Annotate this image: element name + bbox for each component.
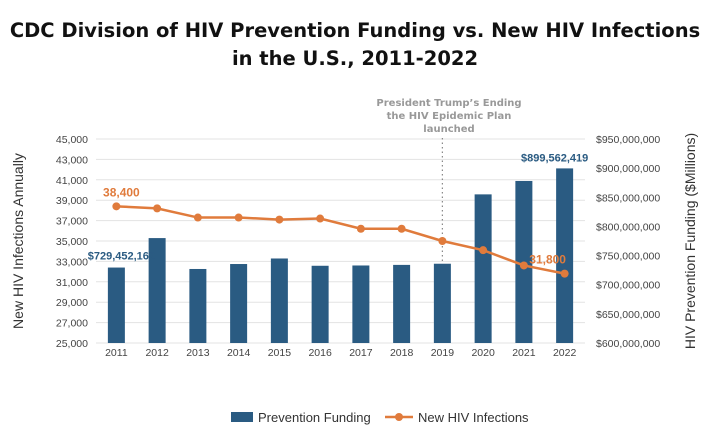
left-tick-label: 27,000: [56, 318, 88, 330]
x-tick-label: 2018: [390, 347, 414, 359]
left-axis-ticks: 25,000 27,000 29,000 31,000 33,000 35,000 37,0…: [56, 134, 88, 350]
left-tick-label: 31,000: [56, 277, 88, 289]
bar-2011: [107, 267, 125, 343]
annotation: President Trump’s Ending the HIV Epidemi…: [376, 98, 522, 343]
point-2011: [112, 202, 121, 211]
line-series: [112, 202, 569, 278]
bar-2014: [230, 264, 248, 343]
x-tick-label: 2013: [186, 347, 210, 359]
x-tick-label: 2011: [105, 347, 128, 359]
right-tick-label: $800,000,000: [596, 221, 660, 233]
chart-title-line-1: CDC Division of HIV Prevention Funding v…: [10, 19, 700, 42]
infections-line: [116, 205, 565, 275]
right-tick-label: $750,000,000: [596, 251, 660, 263]
point-2021: [519, 261, 528, 270]
right-tick-label: $700,000,000: [596, 280, 660, 292]
x-tick-label: 2022: [553, 347, 577, 359]
bar-2020: [474, 194, 492, 343]
right-tick-label: $600,000,000: [596, 338, 660, 350]
left-tick-label: 39,000: [56, 195, 88, 207]
point-2013: [193, 213, 202, 222]
bar-2013: [189, 268, 207, 343]
bar-series: [107, 168, 574, 343]
left-tick-label: 33,000: [56, 256, 88, 268]
x-tick-label: 2021: [512, 347, 536, 359]
bar-first-label: $729,452,162: [88, 251, 155, 263]
bar-2017: [352, 265, 370, 343]
annotation-line-1: President Trump’s Ending: [376, 98, 521, 109]
point-2015: [275, 215, 284, 224]
x-tick-label: 2015: [268, 347, 292, 359]
gridlines: [96, 138, 585, 344]
legend: Prevention Funding New HIV Infections: [231, 410, 529, 425]
data-labels: $729,452,162 $899,562,419 38,400 31,800: [88, 152, 589, 266]
x-tick-label: 2019: [431, 347, 455, 359]
left-tick-label: 41,000: [56, 175, 88, 187]
x-axis-ticks: 2011 2012 2013 2014 2015 2016 2017 2018 2019 2020…: [105, 347, 576, 359]
left-axis-label: New HIV Infections Annually: [10, 153, 26, 329]
right-axis-label: HIV Prevention Funding ($Millions): [682, 133, 698, 349]
left-tick-label: 37,000: [56, 216, 88, 228]
bar-2016: [311, 265, 329, 343]
legend-line-marker: [395, 413, 403, 421]
legend-line-label: New HIV Infections: [418, 410, 529, 425]
legend-bar-label: Prevention Funding: [258, 410, 371, 425]
legend-bar-swatch: [231, 412, 253, 422]
bar-2015: [270, 258, 288, 343]
point-2018: [397, 224, 406, 233]
left-tick-label: 29,000: [56, 297, 88, 309]
x-tick-label: 2016: [308, 347, 332, 359]
left-tick-label: 25,000: [56, 338, 88, 350]
point-2017: [356, 224, 365, 233]
point-2014: [234, 213, 243, 222]
x-tick-label: 2014: [227, 347, 251, 359]
bar-2019: [433, 263, 451, 343]
x-tick-label: 2017: [349, 347, 373, 359]
right-axis-ticks: $600,000,000 $650,000,000 $700,000,000 $750…: [596, 134, 660, 350]
left-tick-label: 35,000: [56, 236, 88, 248]
point-2022: [560, 269, 569, 278]
bar-2012: [148, 238, 166, 343]
annotation-line-2: the HIV Epidemic Plan: [387, 111, 512, 122]
bar-last-label: $899,562,419: [521, 152, 588, 164]
left-tick-label: 43,000: [56, 154, 88, 166]
x-tick-label: 2020: [471, 347, 495, 359]
right-tick-label: $850,000,000: [596, 192, 660, 204]
point-2019: [438, 237, 447, 245]
point-2020: [479, 246, 488, 255]
line-first-label: 38,400: [103, 185, 140, 199]
line-last-label: 31,800: [529, 253, 566, 267]
right-tick-label: $650,000,000: [596, 309, 660, 321]
bar-2018: [393, 264, 411, 343]
left-tick-label: 45,000: [56, 134, 88, 146]
annotation-line-3: launched: [423, 124, 474, 135]
x-tick-label: 2012: [145, 347, 169, 359]
right-tick-label: $900,000,000: [596, 163, 660, 175]
point-2012: [153, 204, 162, 213]
right-tick-label: $950,000,000: [596, 134, 660, 146]
point-2016: [316, 214, 325, 223]
chart-title-line-2: in the U.S., 2011-2022: [232, 47, 478, 70]
bar-2022: [556, 168, 574, 343]
